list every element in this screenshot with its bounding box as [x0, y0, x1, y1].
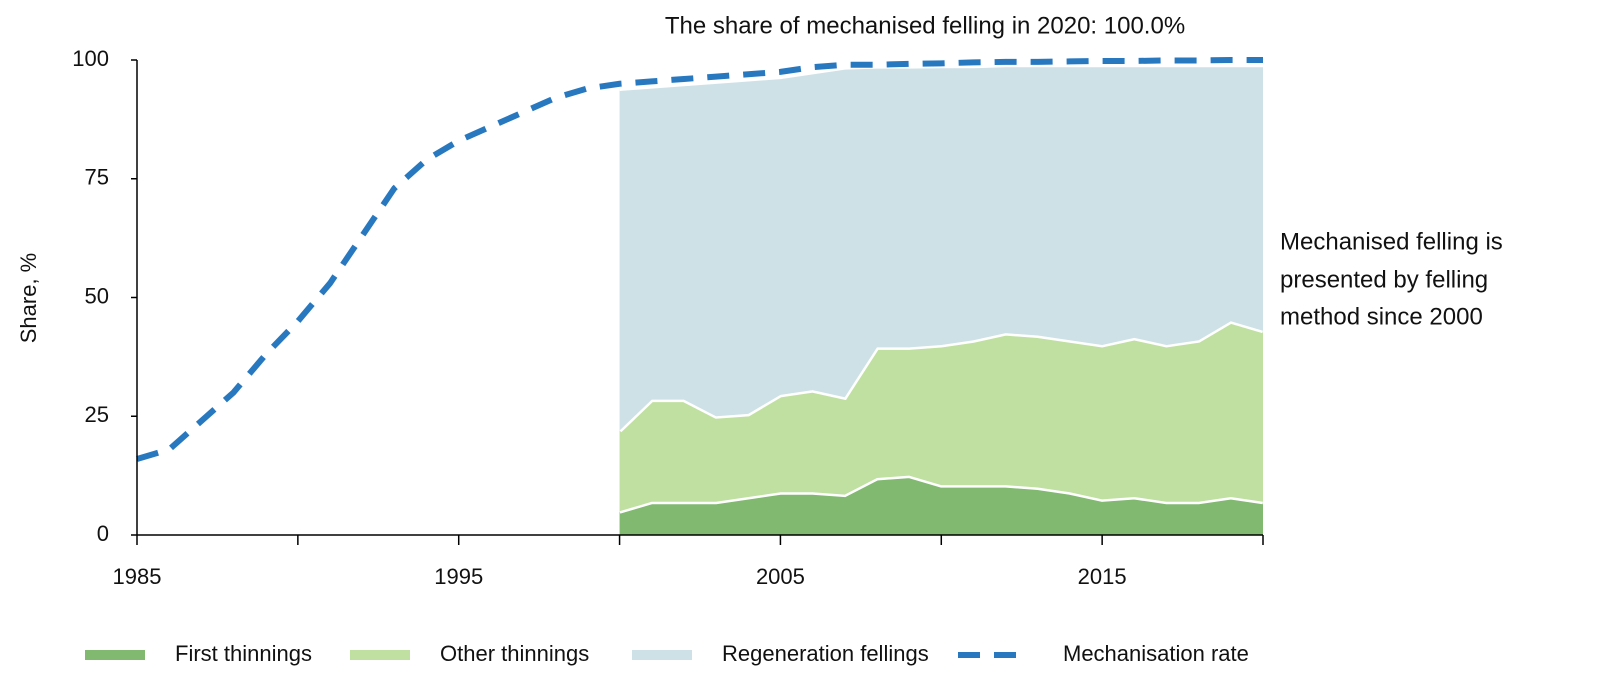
note-line: method since 2000	[1280, 303, 1483, 330]
legend-label: Other thinnings	[440, 641, 589, 666]
legend-label: Regeneration fellings	[722, 641, 929, 666]
x-tick-label: 1985	[113, 564, 162, 589]
y-tick-label: 50	[85, 283, 109, 308]
area	[619, 475, 1263, 535]
legend-swatch	[85, 650, 145, 660]
y-tick-label: 75	[85, 165, 109, 190]
y-tick-label: 0	[97, 521, 109, 546]
legend-label: First thinnings	[175, 641, 312, 666]
note-line: presented by felling	[1280, 266, 1488, 293]
y-tick-label: 25	[85, 402, 109, 427]
x-tick-label: 2005	[756, 564, 805, 589]
legend-swatch	[350, 650, 410, 660]
x-tick-label: 2015	[1078, 564, 1127, 589]
legend-swatch	[632, 650, 692, 660]
x-tick-label: 1995	[434, 564, 483, 589]
note-line: Mechanised felling is	[1280, 228, 1503, 255]
y-axis-label: Share, %	[16, 253, 41, 344]
line	[136, 57, 1263, 462]
area	[619, 64, 1263, 431]
y-tick-label: 100	[72, 46, 109, 71]
annotation: The share of mechanised felling in 2020:…	[665, 12, 1185, 39]
legend-label: Mechanisation rate	[1063, 641, 1249, 666]
area	[619, 321, 1263, 512]
